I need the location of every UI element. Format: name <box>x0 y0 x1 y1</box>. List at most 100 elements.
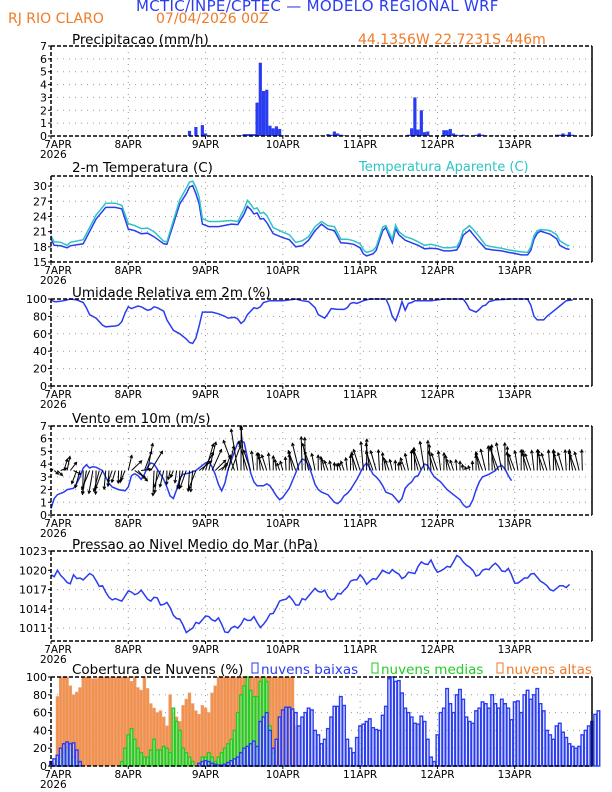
cloud-bar-nuvens-baixas <box>461 698 466 767</box>
wind-arrow-head <box>120 477 124 482</box>
cloud-bar-nuvens-baixas <box>441 707 446 767</box>
x-year-label: 2026 <box>40 528 67 540</box>
wind-arrow-head <box>537 452 541 457</box>
wind-arrow-head <box>454 458 458 463</box>
wind-arrow-head <box>179 484 183 489</box>
precip-bar <box>326 134 330 136</box>
cloud-bar-nuvens-altas <box>197 713 201 767</box>
cloud-bar-nuvens-altas <box>113 676 118 767</box>
wind-arrow-head <box>257 455 262 460</box>
wind-arrow-head <box>70 480 75 485</box>
cloud-bar-nuvens-medias <box>126 734 131 767</box>
cloud-bar-nuvens-baixas <box>322 738 327 767</box>
wind-arrow <box>60 467 67 471</box>
precip-bar <box>245 134 250 136</box>
wind-arrow-head <box>568 453 573 458</box>
wind-arrow <box>404 453 409 471</box>
cloud-bar-nuvens-baixas <box>409 716 414 767</box>
cloud-bar-nuvens-baixas <box>296 725 301 767</box>
cloud-bar-nuvens-baixas <box>490 694 495 767</box>
cloud-bar-nuvens-altas <box>120 676 124 767</box>
wind-arrow <box>167 470 171 480</box>
wind-arrow-head <box>350 452 354 457</box>
precip-bar <box>419 110 423 136</box>
wind-arrow <box>449 460 455 471</box>
wind-arrow-head <box>279 460 283 465</box>
cloud-bar-nuvens-baixas <box>535 687 540 767</box>
cloud-bar-nuvens-baixas <box>251 740 256 767</box>
wind-arrow <box>170 470 174 478</box>
cloud-bar-nuvens-baixas <box>235 756 240 767</box>
cloud-bar-nuvens-baixas <box>332 705 337 767</box>
cloud-bar-nuvens-baixas <box>419 715 424 767</box>
x-tick-label: 12APR <box>420 139 454 151</box>
cloud-bar-nuvens-baixas <box>564 736 569 767</box>
cloud-bar-nuvens-baixas <box>406 711 411 767</box>
cloud-bar-nuvens-medias <box>142 756 147 767</box>
cloud-bar-nuvens-baixas <box>367 718 372 767</box>
y-tick-label: 0 <box>40 130 47 143</box>
legend-apparent-temp: Temperatura Aparente (C) <box>358 160 529 175</box>
wind-arrow <box>188 470 197 489</box>
wind-arrow-head <box>567 450 572 455</box>
precip-bar <box>255 102 259 136</box>
wind-arrow-head <box>530 449 534 454</box>
wind-arrow-head <box>276 462 280 467</box>
precip-bar <box>187 130 192 136</box>
wind-arrow <box>103 470 107 490</box>
y-tick-label: 1014 <box>19 603 47 616</box>
x-tick-label: 11APR <box>343 769 377 781</box>
wind-arrow <box>419 441 426 471</box>
cloud-bar-nuvens-medias <box>129 727 134 767</box>
wind-arrow <box>205 443 214 471</box>
wind-arrow <box>95 470 103 489</box>
wind-arrow-head <box>118 479 123 484</box>
cloud-bar-nuvens-baixas <box>55 754 60 767</box>
wind-arrow <box>150 450 163 471</box>
wind-arrow <box>57 470 63 476</box>
wind-arrow-head <box>563 448 568 453</box>
precip-bar <box>477 133 481 136</box>
cloud-bar-nuvens-baixas <box>245 745 250 767</box>
wind-arrow-head <box>256 452 261 457</box>
wind-arrow <box>564 449 567 471</box>
wind-arrow <box>230 429 239 471</box>
wind-arrow <box>321 459 326 471</box>
cloud-bar-nuvens-medias <box>168 752 173 767</box>
x-tick-label: 9APR <box>192 139 220 151</box>
series-line-humidity-0 <box>50 298 573 345</box>
y-tick-label: 24 <box>33 210 47 223</box>
wind-arrow-head <box>187 485 192 490</box>
wind-arrow <box>475 452 483 471</box>
wind-arrow <box>350 452 358 471</box>
wind-arrow-head <box>92 488 97 493</box>
wind-arrow <box>521 452 529 471</box>
cloud-bar-nuvens-baixas <box>561 731 566 767</box>
cloud-bar-nuvens-medias <box>145 756 150 767</box>
panel-title: Pressao ao Nivel Medio do Mar (hPa) <box>72 537 318 553</box>
wind-arrow-head <box>222 459 227 464</box>
cloud-bar-nuvens-medias <box>155 749 160 767</box>
precip-bar <box>203 133 208 136</box>
wind-arrow <box>304 451 313 471</box>
panel-temperature: 15 18 21 24 27 30 7APR 8APR 9APR 10APR 11APR 12APR 1… <box>33 160 593 287</box>
wind-arrow <box>211 449 222 471</box>
cloud-bar-nuvens-altas <box>142 676 147 767</box>
series-line-temperature-0 <box>50 184 570 257</box>
x-tick-label: 10APR <box>266 139 300 151</box>
cloud-bar-nuvens-baixas <box>577 745 582 767</box>
wind-arrow-head <box>328 460 332 465</box>
wind-arrow-head <box>513 449 518 454</box>
wind-arrow <box>389 459 393 471</box>
series-line-wind-0 <box>50 439 513 509</box>
panel-title: Vento em 10m (m/s) <box>72 411 211 427</box>
x-tick-label: 13APR <box>498 139 532 151</box>
y-tick-label: 1 <box>40 117 47 130</box>
precip-bar <box>567 132 572 136</box>
wind-arrow <box>480 449 487 471</box>
wind-arrow-head <box>380 451 385 456</box>
wind-arrow-head <box>80 491 85 496</box>
precip-bar <box>336 133 340 136</box>
wind-arrow-head <box>273 458 278 463</box>
